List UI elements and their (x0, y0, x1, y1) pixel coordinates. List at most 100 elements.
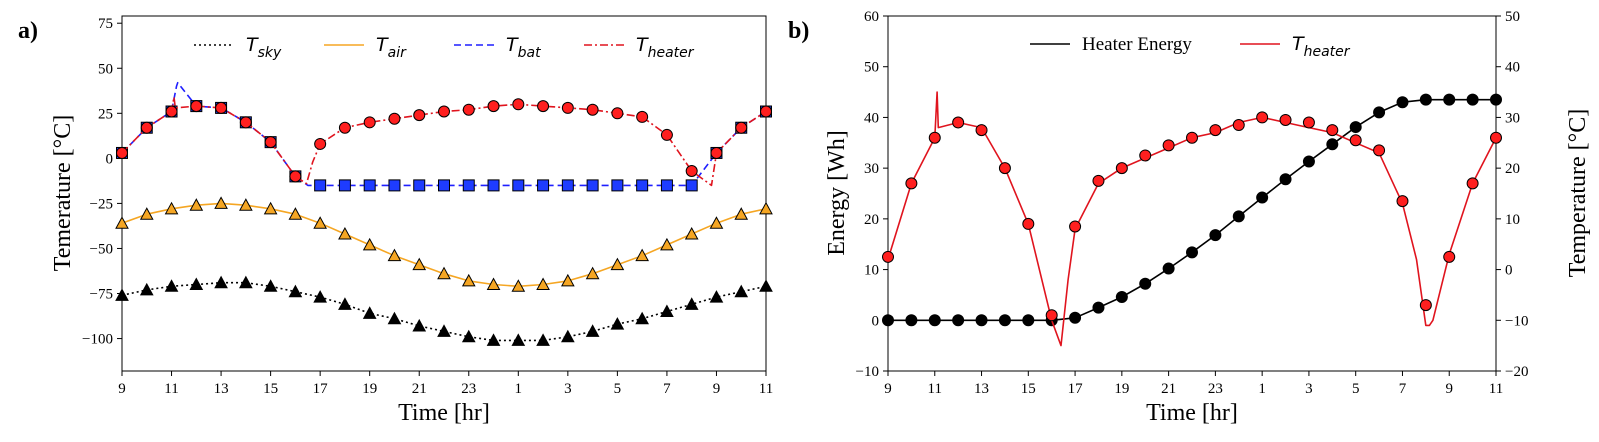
panel-b-right-y-label: Temperature [°C] (1565, 109, 1591, 278)
data-point (164, 279, 179, 292)
data-point (1069, 311, 1082, 324)
x-tick-label: 19 (1114, 381, 1129, 397)
x-tick-label: 1 (515, 381, 523, 397)
panel-a-y-label: Temerature [°C] (50, 115, 76, 272)
legend-label: Theater (636, 34, 695, 61)
series-t-heater (882, 91, 1502, 347)
data-point (139, 207, 154, 220)
data-point (461, 273, 476, 287)
x-tick-label: 7 (663, 381, 671, 397)
data-point (486, 333, 501, 346)
data-point (461, 329, 476, 343)
data-point (413, 109, 426, 122)
data-point (512, 98, 525, 111)
data-point (1115, 290, 1128, 303)
data-point (1279, 173, 1292, 186)
panel-b-label: b) (788, 18, 809, 44)
data-point (1373, 144, 1386, 157)
y-right-tick-label: 10 (1505, 212, 1520, 228)
data-point (263, 279, 278, 292)
data-point (585, 324, 600, 337)
series-heater-energy (882, 93, 1502, 327)
data-point (537, 179, 550, 192)
data-point (189, 198, 204, 211)
data-point (635, 311, 649, 325)
panel-b: b) 9 11 13 15 17 19 21 23 1 3 5 7 9 11 6050403020100−… (788, 9, 1591, 426)
data-point (1139, 277, 1152, 290)
data-point (511, 333, 526, 346)
data-point (115, 216, 129, 229)
data-point (263, 201, 278, 215)
data-point (1139, 149, 1152, 162)
data-point (1326, 124, 1339, 137)
x-tick-label: 23 (1208, 381, 1223, 397)
panel-a-legend: Tsky Tair Tbat Theater (194, 34, 695, 61)
data-point (362, 306, 377, 319)
data-point (1256, 191, 1269, 204)
data-point (561, 179, 574, 192)
data-point (1115, 162, 1128, 175)
data-point (709, 290, 724, 303)
panel-a-x-axis: 9 11 13 15 17 19 21 23 1 3 5 7 9 11 (118, 371, 773, 397)
data-point (438, 179, 450, 192)
data-point (413, 179, 426, 192)
panel-a: a) 9 11 13 15 17 19 21 23 1 3 5 7 9 11 7550250−25−50−… (18, 15, 773, 426)
data-point (635, 248, 649, 262)
panel-b-right-y-axis: 50 40 30 20 10 0 −10 −20 (1496, 9, 1528, 380)
legend-label: Tbat (506, 34, 541, 61)
data-point (239, 198, 253, 211)
panel-a-plot-frame (121, 15, 767, 372)
data-point (487, 100, 500, 113)
data-point (952, 314, 965, 327)
x-tick-label: 9 (884, 381, 892, 397)
data-point (735, 121, 748, 134)
panel-a-label: a) (18, 18, 38, 44)
data-point (314, 137, 327, 150)
panel-b-left-y-label: Energy [Wh] (824, 130, 850, 256)
data-point (412, 318, 427, 332)
data-point (288, 207, 303, 220)
data-point (1419, 299, 1432, 312)
x-tick-label: 11 (1489, 381, 1503, 397)
series-line (887, 91, 1497, 347)
y-tick-label: 0 (872, 313, 880, 329)
x-tick-label: 23 (461, 381, 476, 397)
data-point (1490, 131, 1502, 144)
legend-label: Tair (376, 34, 407, 61)
panel-b-series (882, 91, 1502, 347)
data-point (998, 314, 1011, 327)
data-point (1186, 131, 1198, 144)
x-tick-label: 9 (1445, 381, 1453, 397)
data-point (116, 146, 128, 159)
y-tick-label: 10 (864, 263, 879, 279)
data-point (586, 103, 599, 116)
x-tick-label: 9 (713, 381, 721, 397)
data-point (239, 116, 252, 129)
data-point (882, 314, 894, 327)
x-tick-label: 9 (118, 381, 126, 397)
y-tick-label: 50 (98, 61, 113, 77)
data-point (1349, 134, 1362, 147)
y-right-tick-label: 30 (1505, 110, 1520, 126)
data-point (387, 311, 402, 325)
data-point (1443, 93, 1456, 106)
y-right-tick-label: 20 (1505, 161, 1520, 177)
data-point (140, 121, 153, 134)
data-point (1092, 174, 1105, 187)
series-t-heater (116, 96, 772, 187)
data-point (462, 103, 475, 116)
data-point (362, 237, 377, 251)
data-point (1396, 195, 1409, 208)
y-tick-label: 60 (864, 9, 879, 25)
data-point (1232, 119, 1245, 132)
y-right-tick-label: −20 (1505, 364, 1528, 380)
data-point (1186, 246, 1198, 259)
data-point (487, 179, 500, 192)
legend-label: Heater Energy (1082, 34, 1192, 55)
y-right-tick-label: 40 (1505, 60, 1520, 76)
data-point (1396, 96, 1409, 109)
data-point (561, 329, 575, 343)
data-point (288, 284, 303, 298)
data-point (536, 277, 550, 291)
